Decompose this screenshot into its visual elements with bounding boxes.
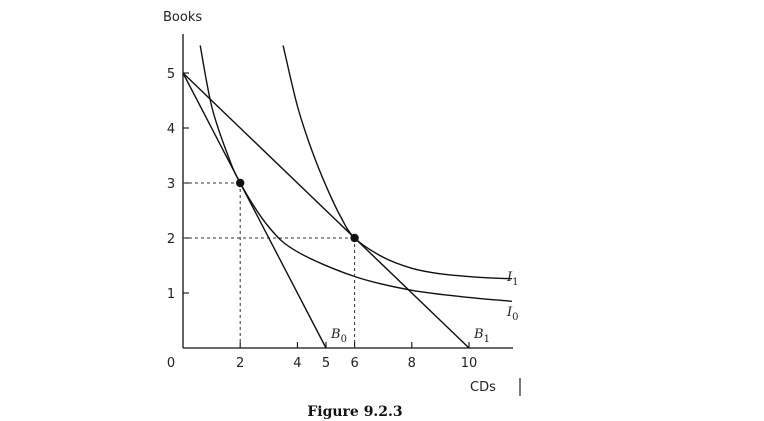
- x-tick-label: 4: [293, 356, 301, 371]
- label-main: B: [473, 327, 484, 342]
- x-tick-label: 8: [408, 356, 416, 371]
- x-tick-label: 0: [167, 356, 175, 371]
- curves: [182, 45, 512, 349]
- x-tick-label: 6: [350, 356, 358, 371]
- label-subscript: 0: [512, 312, 518, 323]
- guide-lines: [183, 182, 356, 348]
- x-tick-label: 5: [322, 356, 330, 371]
- indifference-curve-i1: [282, 45, 512, 280]
- equilibrium-points: [236, 178, 359, 243]
- label-i0: I0: [506, 305, 519, 323]
- x-axis-title: CDs: [470, 380, 496, 395]
- x-tick-label: 10: [461, 356, 478, 371]
- y-tick-label: 1: [167, 287, 175, 302]
- label-subscript: 1: [484, 334, 490, 345]
- label-main: I: [506, 305, 513, 320]
- label-b0: B0: [330, 327, 347, 345]
- label-main: B: [330, 327, 341, 342]
- label-subscript: 1: [512, 277, 518, 288]
- y-tick-label: 2: [167, 232, 175, 247]
- indifference-curve-i0: [199, 45, 512, 302]
- equilibrium-point: [350, 233, 359, 243]
- y-tick-label: 3: [167, 177, 175, 192]
- y-axis-title: Books: [163, 10, 202, 25]
- y-tick-label: 4: [167, 122, 175, 137]
- figure-caption: Figure 9.2.3: [307, 404, 402, 420]
- label-main: I: [506, 270, 513, 285]
- label-b1: B1: [473, 327, 490, 345]
- label-i1: I1: [506, 270, 519, 288]
- budget-line-b1: [182, 72, 470, 349]
- x-tick-label: 2: [236, 356, 244, 371]
- equilibrium-point: [236, 178, 245, 188]
- budget-line-b0: [182, 72, 327, 349]
- y-tick-label: 5: [167, 67, 175, 82]
- label-subscript: 0: [341, 334, 347, 345]
